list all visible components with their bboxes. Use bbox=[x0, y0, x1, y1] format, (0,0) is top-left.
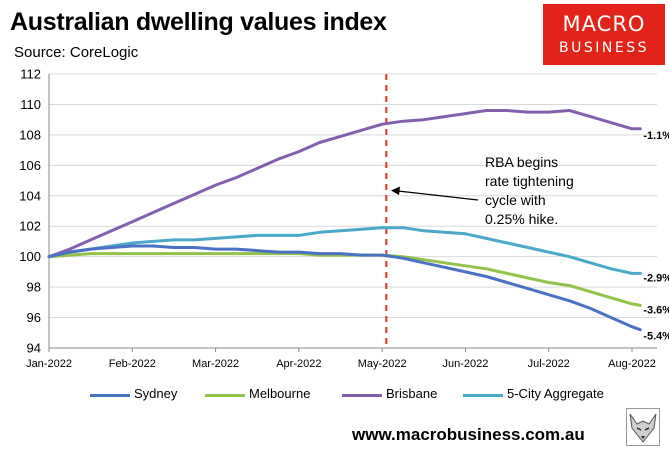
chart-title: Australian dwelling values index bbox=[10, 8, 387, 36]
end-label-melbourne: -3.6% bbox=[643, 304, 669, 316]
x-tick-label-jan-2022: Jan-2022 bbox=[26, 358, 72, 370]
y-tick-label-108: 108 bbox=[19, 127, 41, 142]
x-tick-label-mar-2022: Mar-2022 bbox=[192, 358, 239, 370]
series-line-sydney bbox=[47, 244, 642, 332]
series-line-aggregate bbox=[47, 226, 642, 275]
annotation-arrow bbox=[397, 190, 479, 201]
x-tick-label-apr-2022: Apr-2022 bbox=[276, 358, 321, 370]
y-tick-label-100: 100 bbox=[19, 249, 41, 264]
series-line-brisbane bbox=[47, 109, 642, 259]
macrobusiness-logo: MACRO BUSINESS bbox=[543, 4, 665, 65]
legend-label-sydney: Sydney bbox=[134, 386, 178, 401]
legend-label-melbourne: Melbourne bbox=[249, 386, 311, 401]
chart-source: Source: CoreLogic bbox=[14, 44, 139, 61]
legend-swatch-brisbane bbox=[342, 394, 382, 397]
annotation-text-line-1: RBA begins bbox=[485, 154, 558, 170]
y-tick-label-104: 104 bbox=[19, 188, 41, 203]
annotation-text-line-4: 0.25% hike. bbox=[485, 211, 558, 227]
x-tick-label-may-2022: May-2022 bbox=[358, 358, 407, 370]
legend-label-brisbane: Brisbane bbox=[386, 386, 438, 401]
x-tick-label-jun-2022: Jun-2022 bbox=[443, 358, 489, 370]
y-tick-label-98: 98 bbox=[27, 280, 41, 295]
website-url: www.macrobusiness.com.au bbox=[352, 425, 585, 444]
end-label-sydney: -5.4% bbox=[643, 331, 669, 343]
y-tick-label-94: 94 bbox=[27, 341, 41, 356]
legend-label-aggregate: 5-City Aggregate bbox=[507, 386, 604, 401]
fox-mascot-icon bbox=[626, 408, 660, 446]
y-tick-label-112: 112 bbox=[20, 67, 41, 82]
legend-swatch-sydney bbox=[90, 394, 130, 397]
logo-line-2: BUSINESS bbox=[559, 40, 649, 56]
end-label-aggregate: -2.9% bbox=[643, 272, 669, 284]
logo-line-1: MACRO bbox=[562, 12, 646, 36]
y-tick-label-96: 96 bbox=[27, 310, 41, 325]
annotation-text-line-2: rate tightening bbox=[485, 173, 574, 189]
y-tick-label-106: 106 bbox=[19, 158, 41, 173]
x-tick-label-feb-2022: Feb-2022 bbox=[109, 358, 156, 370]
y-tick-label-102: 102 bbox=[19, 219, 41, 234]
legend-swatch-aggregate bbox=[463, 394, 503, 397]
chart-legend: Sydney Melbourne Brisbane 5-City Aggrega… bbox=[0, 386, 669, 404]
legend-swatch-melbourne bbox=[205, 394, 245, 397]
x-tick-label-jul-2022: Jul-2022 bbox=[528, 358, 570, 370]
annotation-text-line-3: cycle with bbox=[485, 192, 546, 208]
series-line-melbourne bbox=[47, 252, 642, 307]
end-label-brisbane: -1.1% bbox=[643, 130, 669, 142]
annotation-arrowhead bbox=[391, 186, 400, 195]
y-tick-label-110: 110 bbox=[20, 97, 41, 112]
x-tick-label-aug-2022: Aug-2022 bbox=[608, 358, 656, 370]
